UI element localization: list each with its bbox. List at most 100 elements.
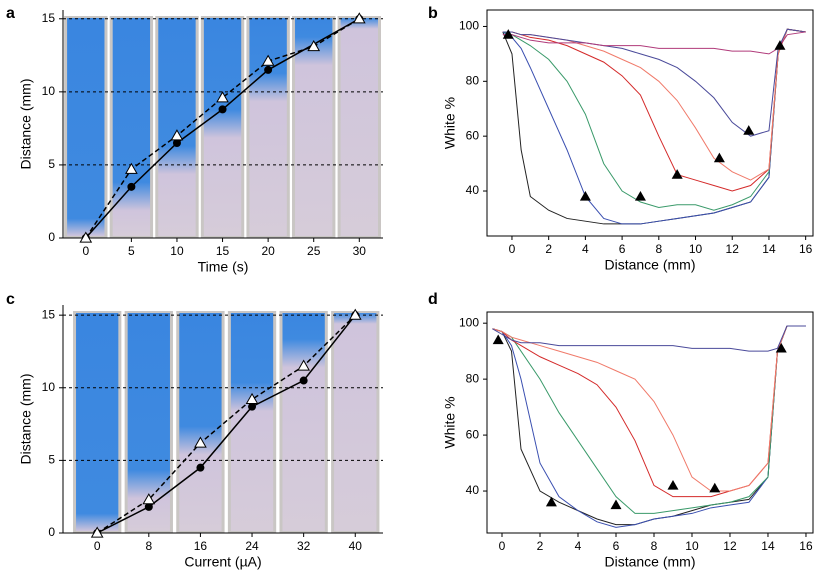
x-tick-label: 15 [216,244,230,258]
x-axis-label: Distance (mm) [604,554,695,570]
series-line [492,325,806,492]
x-axis-label: Current (µA) [184,554,261,570]
x-tick-label: 6 [613,539,620,553]
x-tick-label: 20 [261,244,275,258]
series-line [85,18,360,239]
x-tick-label: 2 [537,539,544,553]
y-tick-label: 60 [466,427,480,441]
y-tick-label: 5 [48,453,55,467]
panel-label: a [6,5,15,22]
circle-marker [127,182,136,191]
x-tick-label: 10 [689,242,703,256]
series-line [492,325,806,352]
y-tick-label: 100 [459,315,479,329]
x-tick-label: 24 [245,539,259,553]
x-tick-label: 5 [128,244,135,258]
x-tick-label: 10 [685,539,699,553]
photo-strip [158,18,196,236]
photo-strip [76,313,119,531]
x-tick-label: 32 [297,539,311,553]
x-tick-label: 8 [651,539,658,553]
series-line [492,325,806,526]
triangle-marker [79,231,93,243]
triangle-marker [713,152,725,163]
series-line [502,31,806,55]
triangle-marker [709,482,721,493]
triangle-marker [216,91,229,103]
panel-label: b [428,5,438,22]
y-tick-label: 40 [466,483,480,497]
circle-marker [299,376,308,385]
y-tick-label: 40 [466,183,480,197]
triangle-marker [743,125,755,135]
series-line [502,28,806,192]
y-tick-label: 60 [466,128,480,142]
x-tick-label: 8 [655,242,662,256]
x-tick-label: 2 [545,242,552,256]
photo-strip [112,18,151,236]
x-tick-label: 0 [94,539,101,553]
triangle-marker [245,392,259,405]
x-axis-label: Time (s) [198,259,249,275]
triangle-marker [194,436,207,448]
plot-frame [486,311,814,534]
series-line [492,325,806,528]
panel-label: c [6,291,15,308]
triangle-marker [170,129,184,141]
triangle-marker [142,493,156,505]
y-tick-label: 80 [466,371,480,385]
triangle-marker [545,496,557,507]
photo-strip [203,18,242,236]
series-line [96,314,356,534]
circle-marker [218,105,227,114]
triangle-marker [775,342,787,353]
photo-strip [282,313,325,531]
x-tick-label: 16 [799,242,813,256]
y-tick-label: 0 [48,230,55,244]
y-axis-label: White % [442,97,458,149]
x-tick-label: 10 [170,244,184,258]
triangle-marker [610,499,622,510]
series-line [492,325,806,514]
triangle-marker [352,12,366,24]
x-tick-label: 4 [575,539,582,553]
y-tick-label: 10 [42,380,56,394]
x-tick-label: 25 [307,244,321,258]
plot-frame [486,9,814,237]
triangle-marker [634,191,646,201]
triangle-marker [307,40,321,52]
photo-strip [340,18,378,236]
series-line [502,28,806,137]
series-line [502,28,806,181]
y-tick-label: 15 [42,11,56,25]
x-tick-label: 0 [509,242,516,256]
triangle-marker [125,162,138,174]
triangle-marker [492,334,504,345]
photo-strip [295,18,333,236]
y-tick-label: 100 [459,19,479,33]
x-tick-label: 12 [726,242,740,256]
photo-strip [67,18,105,236]
x-tick-label: 14 [761,539,775,553]
y-axis-label: Distance (mm) [18,373,34,464]
x-tick-label: 16 [799,539,813,553]
x-tick-label: 0 [82,244,89,258]
triangle-marker [671,169,683,179]
y-tick-label: 10 [42,84,56,98]
y-tick-label: 5 [48,157,55,171]
series-line [502,28,806,211]
triangle-marker [502,29,514,39]
circle-marker [264,65,273,74]
x-tick-label: 8 [145,539,152,553]
x-tick-label: 40 [349,539,363,553]
triangle-marker [774,40,786,50]
photo-strip [230,313,274,531]
x-tick-label: 4 [582,242,589,256]
photo-strip [249,18,287,236]
y-axis-label: White % [442,396,458,448]
y-tick-label: 0 [48,525,55,539]
y-tick-label: 15 [42,307,56,321]
triangle-marker [579,191,591,201]
photo-strip [334,313,377,531]
